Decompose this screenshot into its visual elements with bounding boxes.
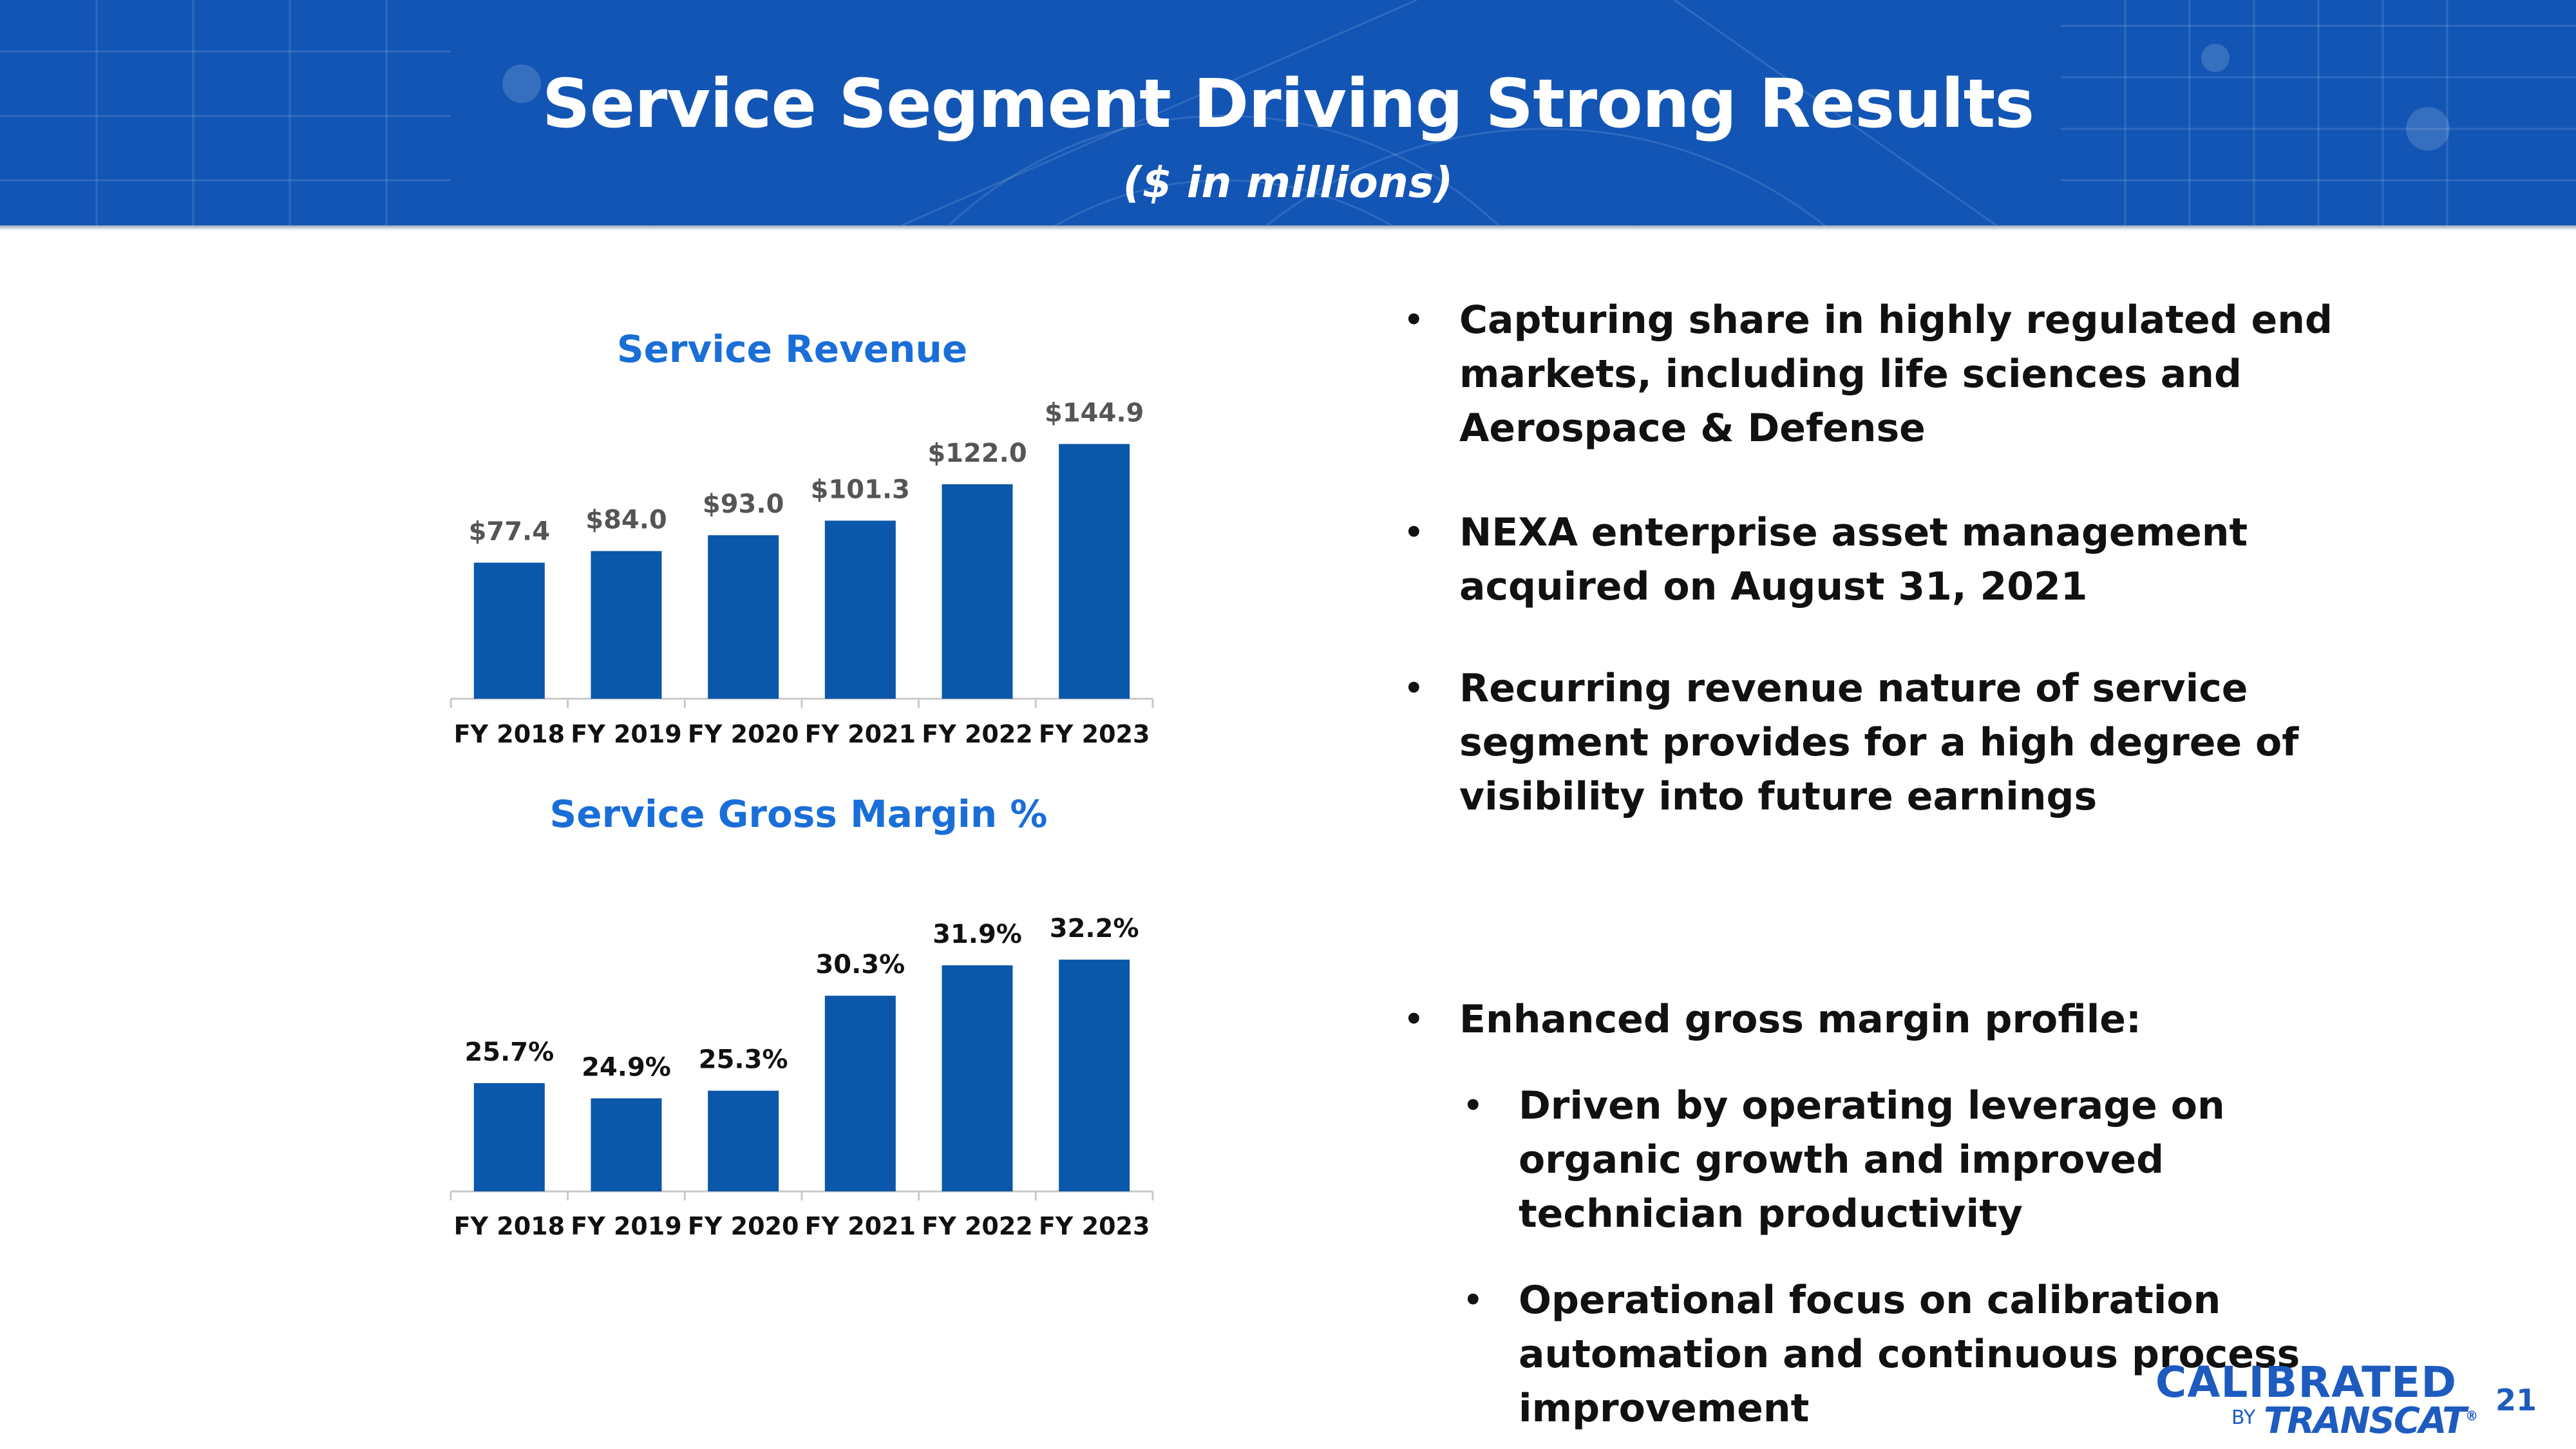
bullet-icon: •: [1404, 670, 1424, 706]
revenue-data-label: $77.4: [469, 517, 551, 547]
margin-bar-fy-2018: [473, 1083, 545, 1191]
revenue-bar-fy-2018: [473, 562, 545, 699]
revenue-bar-fy-2020: [708, 535, 779, 699]
revenue-bar-fy-2022: [942, 484, 1013, 699]
page-number: 21: [2496, 1383, 2537, 1417]
sub-bullet-icon: •: [1463, 1282, 1483, 1318]
margin-bar-fy-2020: [708, 1090, 779, 1191]
logo-brand-text: TRANSCAT®: [2264, 1400, 2478, 1442]
bullet-icon: •: [1404, 515, 1424, 551]
revenue-bar-fy-2019: [591, 551, 662, 699]
margin-data-label: 31.9%: [933, 920, 1022, 949]
margin-x-tick-label: FY 2019: [571, 1212, 681, 1240]
bullet-text: Recurring revenue nature of service segm…: [1459, 666, 2299, 819]
bullet-item-recurring-revenue: • Recurring revenue nature of service se…: [1404, 661, 2383, 824]
revenue-x-tick-label: FY 2020: [688, 720, 799, 748]
bullet-list: • Capturing share in highly regulated en…: [1404, 293, 2383, 1435]
bullet-item-nexa: • NEXA enterprise asset management acqui…: [1404, 506, 2383, 614]
revenue-x-tick-label: FY 2018: [454, 720, 565, 748]
margin-x-tick-label: FY 2023: [1039, 1212, 1150, 1240]
margin-x-tick-label: FY 2018: [454, 1212, 565, 1240]
margin-bar-fy-2023: [1059, 960, 1130, 1191]
sub-bullet-text: Operational focus on calibration automat…: [1519, 1278, 2300, 1431]
revenue-data-label: $84.0: [585, 506, 667, 535]
bullet-icon: •: [1404, 302, 1424, 338]
bullet-text: Enhanced gross margin profile:: [1459, 997, 2141, 1042]
header-banner: Service Segment Driving Strong Results (…: [0, 0, 2576, 225]
margin-chart-title: Service Gross Margin %: [549, 792, 1048, 836]
margin-data-label: 24.9%: [582, 1052, 671, 1082]
margin-bar-fy-2022: [942, 965, 1013, 1191]
logo-registered-mark: ®: [2465, 1408, 2478, 1424]
margin-x-tick-label: FY 2022: [922, 1212, 1032, 1240]
revenue-chart-title: Service Revenue: [616, 327, 968, 371]
calibrated-by-transcat-logo: CALIBRATED BY TRANSCAT®: [2154, 1358, 2478, 1442]
revenue-data-label: $101.3: [811, 475, 910, 504]
page-title: Service Segment Driving Strong Results: [542, 64, 2035, 143]
margin-bar-chart: 25.7% FY 2018 24.9% FY 2019 25.3% FY 2020 30.3…: [450, 914, 1154, 1240]
revenue-bar-chart: $77.4 FY 2018 $84.0 FY 2019 $93.0 FY 2020 $101…: [450, 398, 1154, 748]
revenue-x-tick-label: FY 2023: [1039, 720, 1150, 748]
bullet-item-capturing-share: • Capturing share in highly regulated en…: [1404, 293, 2383, 455]
margin-bar-fy-2021: [824, 996, 896, 1191]
bullet-text: NEXA enterprise asset management acquire…: [1459, 510, 2248, 609]
bullet-icon: •: [1404, 1001, 1424, 1037]
header-shadow: [0, 225, 2576, 231]
revenue-bar-fy-2021: [824, 520, 896, 699]
bullet-text: Capturing share in highly regulated end …: [1459, 298, 2333, 451]
bullet-item-gross-margin: • Enhanced gross margin profile:: [1404, 992, 2383, 1046]
revenue-x-tick-label: FY 2022: [922, 720, 1032, 748]
margin-x-tick-label: FY 2020: [688, 1212, 799, 1240]
sub-bullet-operational-focus: • Operational focus on calibration autom…: [1404, 1273, 2383, 1435]
logo-brand-name: TRANSCAT: [2264, 1400, 2467, 1442]
margin-data-label: 32.2%: [1050, 914, 1139, 943]
margin-x-tick-label: FY 2021: [805, 1212, 916, 1240]
sub-bullet-text: Driven by operating leverage on organic …: [1519, 1083, 2225, 1236]
header-decoration: [0, 0, 2576, 225]
revenue-data-label: $122.0: [927, 439, 1027, 468]
margin-data-label: 25.7%: [464, 1037, 554, 1067]
revenue-data-label: $144.9: [1045, 398, 1144, 428]
revenue-data-label: $93.0: [703, 489, 784, 519]
sub-bullet-icon: •: [1463, 1088, 1483, 1124]
revenue-x-tick-label: FY 2021: [805, 720, 916, 748]
margin-data-label: 30.3%: [815, 950, 905, 980]
logo-by-text: BY: [2231, 1406, 2256, 1429]
logo-calibrated-text: CALIBRATED: [2155, 1358, 2457, 1407]
sub-bullet-operating-leverage: • Driven by operating leverage on organi…: [1404, 1079, 2383, 1241]
revenue-bar-fy-2023: [1059, 444, 1130, 699]
margin-data-label: 25.3%: [699, 1045, 788, 1075]
margin-bar-fy-2019: [591, 1098, 662, 1191]
revenue-x-tick-label: FY 2019: [571, 720, 681, 748]
page-subtitle: ($ in millions): [1122, 158, 1454, 207]
